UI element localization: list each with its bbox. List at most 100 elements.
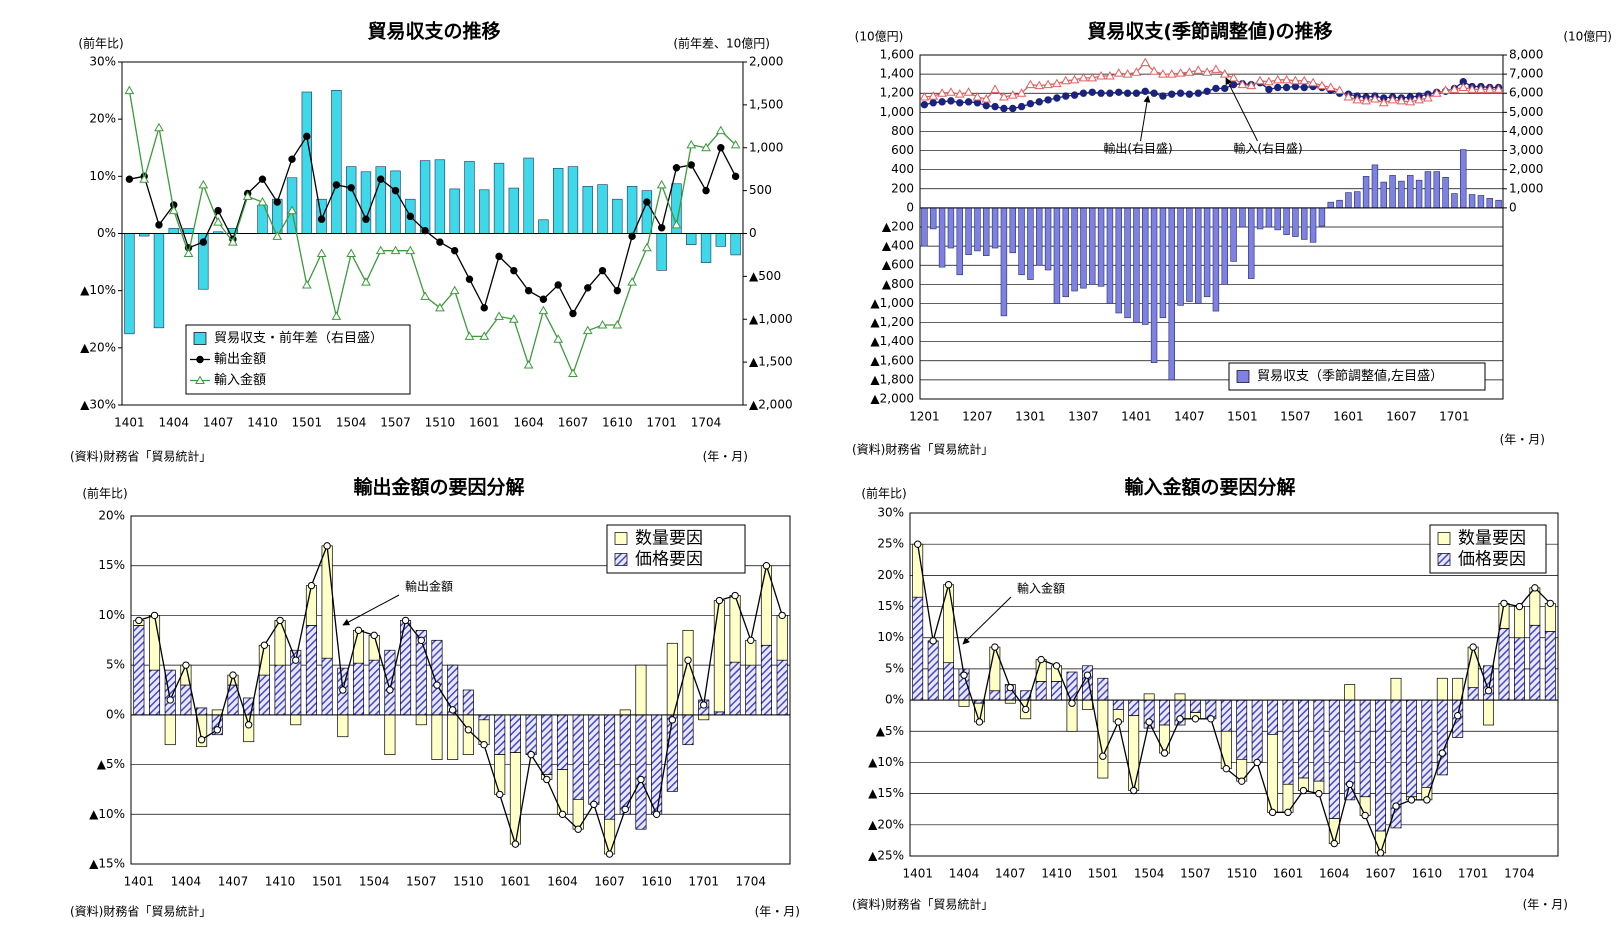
bar xyxy=(508,187,520,234)
bar-segment xyxy=(1529,624,1541,701)
point-marker xyxy=(947,97,955,105)
bar-segment xyxy=(776,659,788,716)
point-marker xyxy=(1284,808,1292,817)
point-marker xyxy=(1500,599,1508,608)
point-marker xyxy=(1079,89,1088,97)
point-marker xyxy=(982,101,990,110)
x-tick-label: 1404 xyxy=(171,875,202,889)
x-tick-label: 1704 xyxy=(736,875,767,889)
point-marker xyxy=(1346,780,1354,788)
point-marker xyxy=(643,198,651,206)
point-marker xyxy=(496,790,504,799)
point-marker xyxy=(1438,749,1446,757)
y-tick-label: 0% xyxy=(885,693,904,707)
bar-segment xyxy=(337,714,349,738)
bar xyxy=(921,207,928,247)
point-marker xyxy=(1052,78,1062,88)
x-tick-label: 1407 xyxy=(1174,410,1205,424)
point-marker xyxy=(539,295,548,303)
x-tick-label: 1410 xyxy=(1041,867,1072,881)
bar xyxy=(1345,192,1352,209)
bar xyxy=(538,219,549,234)
point-marker xyxy=(391,186,400,195)
x-tick-label: 1507 xyxy=(1280,410,1311,424)
y-tick-label: 0% xyxy=(97,226,116,240)
y-tick-label: ▲5% xyxy=(97,757,125,771)
bar xyxy=(1451,193,1458,209)
point-marker xyxy=(928,91,939,100)
point-marker xyxy=(347,184,355,192)
chart-panel: 輸入金額の要因分解 (前年比) (資料)財務省「貿易統計」 (年・月) ▲25% ▲20%… xyxy=(852,476,1568,912)
point-marker xyxy=(1159,92,1167,100)
annotation-arrow xyxy=(1140,95,1151,142)
point-marker xyxy=(1272,74,1283,84)
point-marker xyxy=(637,775,645,784)
y2-tick-label: ▲1,000 xyxy=(749,312,793,326)
bar-segment xyxy=(1220,699,1232,732)
bar xyxy=(1380,181,1387,209)
point-marker xyxy=(657,224,666,232)
point-marker xyxy=(1238,777,1246,785)
bar-segment xyxy=(682,714,694,746)
point-marker xyxy=(628,232,636,241)
point-marker xyxy=(568,368,578,378)
bar xyxy=(1389,175,1396,209)
source-note: (資料)財務省「貿易統計」 xyxy=(70,449,211,464)
y2-tick-label: ▲2,000 xyxy=(749,398,793,412)
bar xyxy=(974,207,981,252)
point-marker xyxy=(417,636,425,644)
bar-segment xyxy=(1174,693,1186,701)
annotation-arrow xyxy=(962,596,1012,645)
point-marker xyxy=(1219,69,1230,78)
point-marker xyxy=(991,102,999,111)
point-marker xyxy=(1194,89,1202,97)
legend-swatch xyxy=(1236,370,1250,383)
point-marker xyxy=(511,840,520,848)
chart-panel: 貿易収支の推移 (前年比) (前年差、10億円) (資料)財務省「貿易統計」 (年・月)… xyxy=(70,20,793,464)
point-marker xyxy=(198,179,209,189)
bar-segment xyxy=(274,664,286,716)
point-marker xyxy=(287,205,297,215)
x-tick-label: 1607 xyxy=(1386,410,1417,424)
y2-tick-label: ▲1,500 xyxy=(749,355,793,369)
point-marker xyxy=(1069,74,1080,84)
bar xyxy=(345,166,357,234)
point-marker xyxy=(1131,67,1142,76)
y-tick-label: ▲10% xyxy=(868,755,904,769)
point-marker xyxy=(1185,90,1194,98)
point-marker xyxy=(1361,95,1371,105)
point-marker xyxy=(1515,602,1524,611)
bar-segment xyxy=(1359,699,1371,798)
bar-segment xyxy=(1544,631,1556,701)
point-marker xyxy=(166,696,174,704)
bar xyxy=(1336,199,1343,209)
bar xyxy=(1097,207,1105,287)
point-marker xyxy=(370,631,378,640)
point-marker xyxy=(1202,67,1212,76)
bar-segment xyxy=(1236,699,1248,760)
point-marker xyxy=(1407,796,1416,804)
bar-segment xyxy=(572,714,584,800)
point-marker xyxy=(731,172,740,181)
y-tick-label: ▲15% xyxy=(89,857,125,871)
x-tick-label: 1704 xyxy=(1504,867,1535,881)
bar-segment xyxy=(447,714,459,760)
y2-axis-unit: (10億円) xyxy=(1563,30,1612,44)
x-axis-unit: (年・月) xyxy=(755,905,800,919)
bar-segment xyxy=(635,714,647,830)
point-marker xyxy=(1203,87,1211,96)
y-axis-unit: (前年比) xyxy=(82,486,127,501)
point-marker xyxy=(1211,64,1221,73)
chart-title: 輸出金額の要因分解 xyxy=(353,476,524,499)
x-tick-label: 1501 xyxy=(1227,410,1258,424)
bar xyxy=(1027,207,1034,280)
annotation-arrow xyxy=(342,594,400,626)
point-marker xyxy=(260,641,269,649)
y-tick-label: ▲10% xyxy=(80,283,116,297)
bar-segment xyxy=(478,714,490,721)
bar xyxy=(947,207,955,249)
y-tick-label: 0% xyxy=(106,707,125,721)
x-tick-label: 1601 xyxy=(500,875,531,889)
x-tick-label: 1507 xyxy=(1180,867,1211,881)
